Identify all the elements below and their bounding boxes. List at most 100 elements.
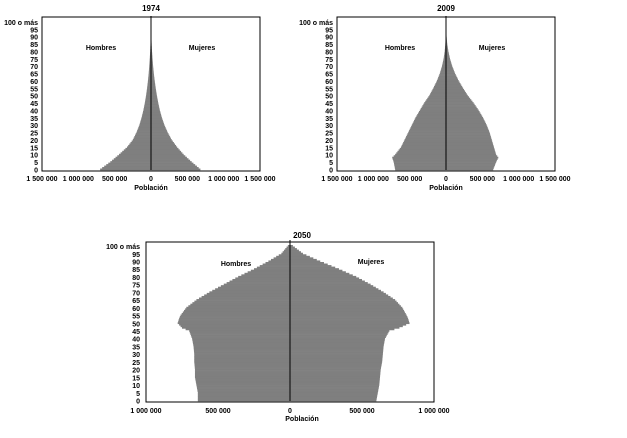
bar-hombres [182, 311, 290, 314]
bar-mujeres [290, 297, 393, 300]
bar-mujeres [290, 274, 353, 277]
bar-hombres [411, 124, 446, 127]
bar-hombres [129, 143, 151, 146]
bar-hombres [189, 331, 290, 334]
bar-mujeres [151, 124, 165, 127]
bar-hombres [218, 286, 290, 289]
y-tick-label: 65 [132, 298, 140, 305]
bar-mujeres [151, 136, 171, 138]
bar-mujeres [151, 88, 156, 91]
bar-mujeres [446, 85, 463, 88]
bar-mujeres [446, 108, 478, 110]
x-tick-label: 1 500 000 [321, 176, 352, 183]
bar-mujeres [151, 96, 158, 99]
bar-mujeres [151, 144, 177, 147]
bar-hombres [194, 365, 290, 368]
bar-mujeres [446, 51, 449, 54]
bar-hombres [148, 69, 151, 72]
y-tick-label: 85 [325, 42, 333, 49]
bar-mujeres [290, 302, 398, 304]
bar-mujeres [446, 53, 450, 56]
bar-mujeres [290, 309, 405, 312]
bar-mujeres [446, 125, 488, 128]
bar-mujeres [290, 255, 310, 258]
bar-mujeres [446, 99, 472, 101]
bar-hombres [444, 50, 446, 53]
bar-mujeres [446, 82, 461, 85]
x-tick-labels: 1 500 000 1 000 000 500 000 0 500 000 1 000 0… [26, 176, 275, 183]
bar-mujeres [290, 257, 314, 260]
bar-hombres [194, 360, 290, 363]
bar-mujeres [290, 346, 384, 349]
bar-hombres [197, 397, 290, 400]
bar-mujeres [446, 161, 497, 163]
bar-mujeres [151, 54, 153, 57]
bar-mujeres [290, 252, 303, 255]
bar-mujeres [446, 87, 464, 90]
bar-hombres [148, 78, 151, 81]
bar-hombres [104, 165, 151, 168]
bar-hombres [149, 57, 151, 60]
x-tick-label: 0 [444, 176, 448, 183]
bar-mujeres [290, 325, 403, 328]
y-tick-label: 25 [30, 131, 38, 138]
bar-mujeres [290, 308, 404, 311]
bar-hombres [440, 71, 446, 73]
bar-hombres [139, 122, 151, 125]
bar-hombres [179, 316, 290, 318]
bar-hombres [393, 161, 446, 163]
bar-mujeres [446, 105, 476, 107]
bar-mujeres [151, 115, 162, 118]
y-tick-label: 55 [132, 314, 140, 321]
bar-mujeres [151, 109, 160, 112]
bar-mujeres [290, 260, 321, 263]
bar-mujeres [151, 161, 192, 163]
y-tick-label: 15 [30, 145, 38, 152]
bar-hombres [191, 336, 290, 338]
bar-hombres [182, 326, 290, 329]
bar-mujeres [290, 323, 407, 326]
bar-mujeres [151, 152, 183, 155]
bar-hombres [132, 139, 151, 141]
bar-mujeres [290, 268, 339, 271]
bar-mujeres [151, 74, 155, 76]
bar-hombres [137, 128, 151, 131]
bar-hombres [146, 90, 151, 93]
bar-mujeres [446, 168, 494, 171]
bar-hombres [212, 289, 290, 292]
y-tick-label: 70 [132, 290, 140, 297]
y-tick-label: 85 [30, 42, 38, 49]
bar-mujeres [446, 118, 484, 121]
bar-hombres [195, 379, 290, 382]
xlabel: Población [134, 185, 167, 192]
bar-hombres [436, 81, 446, 84]
bar-mujeres [290, 390, 379, 393]
y-tick-label: 45 [325, 101, 333, 108]
y-tick-label: 0 [136, 399, 140, 406]
bar-mujeres [290, 283, 371, 286]
bar-mujeres [290, 277, 360, 280]
bar-hombres [425, 100, 446, 103]
bar-mujeres [290, 269, 343, 272]
bar-mujeres [446, 66, 453, 69]
bar-mujeres [290, 265, 332, 267]
y-tick-labels: 0510152025303540455055606570758085909510… [4, 20, 38, 175]
bar-hombres [250, 269, 290, 272]
bar-hombres [134, 136, 151, 138]
y-tick-label: 75 [132, 283, 140, 290]
bar-mujeres [446, 144, 494, 147]
bar-hombres [401, 144, 446, 147]
bar-hombres [146, 91, 151, 94]
y-tick-label: 75 [325, 57, 333, 64]
bar-hombres [396, 152, 446, 155]
bar-hombres [256, 266, 290, 269]
bar-mujeres [151, 103, 159, 106]
bar-mujeres [151, 106, 160, 109]
bar-mujeres [290, 387, 379, 389]
bar-mujeres [151, 140, 173, 143]
bar-mujeres [446, 131, 490, 134]
y-tick-label: 60 [30, 79, 38, 86]
bar-hombres [196, 299, 290, 301]
bar-mujeres [290, 399, 377, 402]
bar-mujeres [446, 110, 480, 113]
